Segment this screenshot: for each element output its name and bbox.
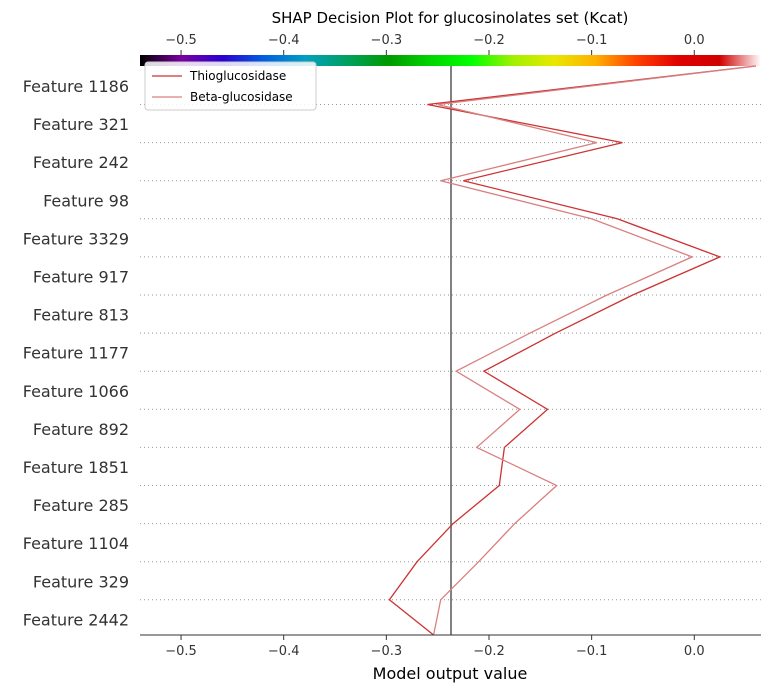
top-tick-label: −0.2: [473, 33, 505, 48]
bottom-tick-label: −0.5: [165, 644, 197, 659]
bottom-tick-label: −0.1: [576, 644, 608, 659]
colorbar: [140, 55, 761, 66]
decision-lines: [388, 65, 756, 636]
top-tick-label: −0.4: [268, 33, 300, 48]
feature-label: Feature 917: [33, 268, 129, 287]
top-tick-label: 0.0: [684, 33, 705, 48]
feature-label: Feature 892: [33, 420, 129, 439]
feature-label: Feature 1104: [23, 534, 129, 553]
feature-label: Feature 2442: [23, 610, 129, 629]
top-axis: −0.5 −0.4 −0.3 −0.2 −0.1 0.0: [165, 33, 705, 55]
bottom-tick-label: −0.4: [268, 644, 300, 659]
legend-label: Thioglucosidase: [189, 69, 286, 83]
feature-labels: Feature 1186 Feature 321 Feature 242 Featur…: [23, 77, 129, 629]
feature-label: Feature 3329: [23, 229, 129, 248]
feature-label: Feature 1066: [23, 382, 129, 401]
top-tick-label: −0.3: [371, 33, 403, 48]
top-tick-label: −0.1: [576, 33, 608, 48]
x-axis-label: Model output value: [373, 664, 528, 683]
feature-label: Feature 285: [33, 496, 129, 515]
feature-label: Feature 329: [33, 572, 129, 591]
series-line: [432, 65, 756, 636]
bottom-tick-label: −0.2: [473, 644, 505, 659]
feature-label: Feature 1186: [23, 77, 129, 96]
feature-label: Feature 1851: [23, 458, 129, 477]
feature-label: Feature 242: [33, 153, 129, 172]
feature-label: Feature 1177: [23, 344, 129, 363]
bottom-tick-label: 0.0: [684, 644, 705, 659]
top-tick-label: −0.5: [165, 33, 197, 48]
legend-label: Beta-glucosidase: [190, 90, 293, 104]
feature-label: Feature 98: [43, 191, 129, 210]
bottom-axis: −0.5 −0.4 −0.3 −0.2 −0.1 0.0: [165, 635, 705, 659]
feature-label: Feature 321: [33, 115, 129, 134]
chart-title: SHAP Decision Plot for glucosinolates se…: [272, 9, 629, 27]
bottom-tick-label: −0.3: [371, 644, 403, 659]
feature-label: Feature 813: [33, 306, 129, 325]
series-line: [388, 65, 756, 636]
legend-box: [144, 61, 317, 111]
legend: Thioglucosidase Beta-glucosidase: [144, 61, 317, 111]
